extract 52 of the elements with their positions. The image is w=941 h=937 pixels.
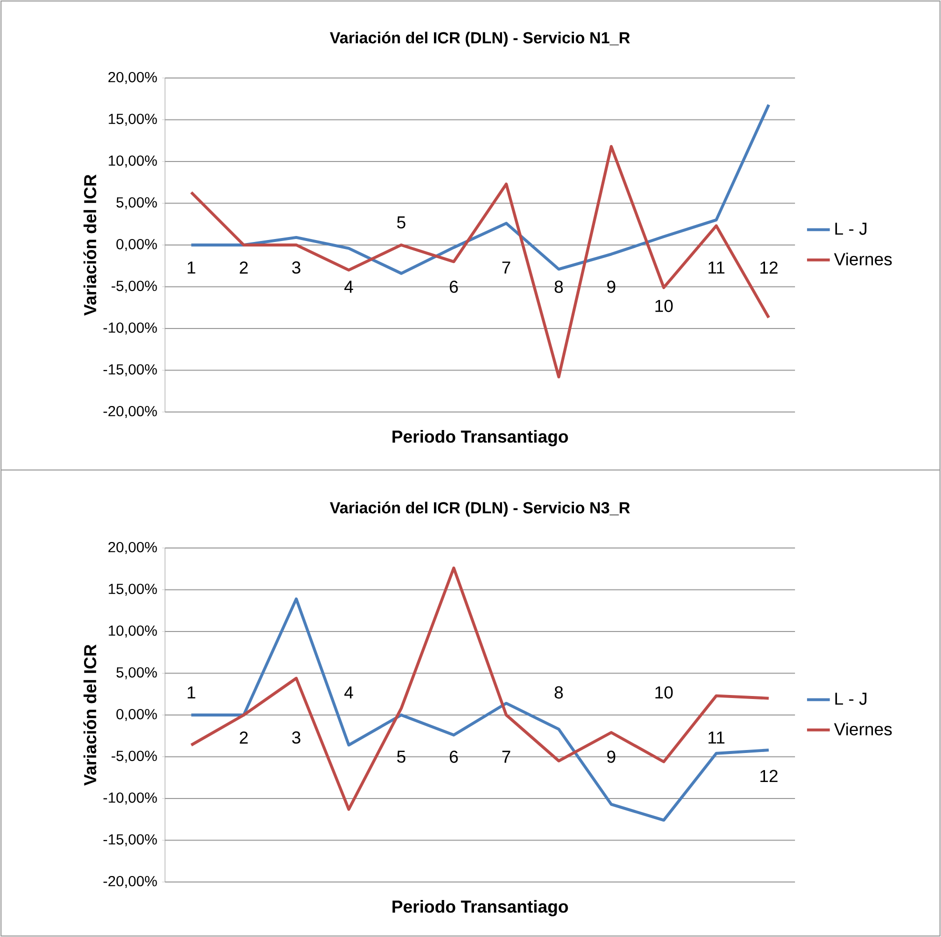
y-tick-label: -10,00% xyxy=(103,322,157,335)
x-tick-label: 12 xyxy=(760,770,778,782)
x-tick-label: 7 xyxy=(502,262,510,274)
y-tick-label: 20,00% xyxy=(108,542,157,554)
x-tick-label: 4 xyxy=(344,280,354,293)
x-tick-label: 7 xyxy=(502,750,510,763)
y-tick-label: 0,00% xyxy=(116,708,157,722)
y-tick-label: 15,00% xyxy=(108,584,157,596)
x-tick-label: 6 xyxy=(450,280,458,293)
x-tick-label: 5 xyxy=(397,216,406,228)
x-tick-label: 11 xyxy=(708,262,724,274)
y-tick-label: 10,00% xyxy=(108,155,157,168)
x-tick-label: 8 xyxy=(554,686,563,699)
chart-title: Variación del ICR (DLN) - Servicio N1_R xyxy=(330,32,630,47)
chart-title: Variación del ICR (DLN) - Servicio N3_R xyxy=(330,502,630,517)
y-tick-label: -5,00% xyxy=(112,280,157,293)
x-tick-label: 1 xyxy=(188,262,196,274)
legend-label: Viernes xyxy=(834,252,892,266)
y-tick-label: -5,00% xyxy=(112,750,157,763)
x-tick-label: 9 xyxy=(607,280,616,293)
x-axis-title: Periodo Transantiago xyxy=(392,900,568,916)
x-tick-label: 3 xyxy=(292,261,300,274)
x-tick-label: 12 xyxy=(760,261,778,274)
y-tick-label: 5,00% xyxy=(116,197,157,210)
y-tick-label: -20,00% xyxy=(103,406,157,418)
y-tick-label: 10,00% xyxy=(108,625,157,638)
y-tick-label: -15,00% xyxy=(103,364,157,376)
y-tick-label: -10,00% xyxy=(103,792,157,805)
y-tick-label: 20,00% xyxy=(108,72,157,84)
legend-label: L - J xyxy=(835,692,866,705)
y-tick-label: -15,00% xyxy=(103,834,157,846)
x-tick-label: 8 xyxy=(554,280,563,293)
x-tick-label: 9 xyxy=(607,750,616,763)
legend-label: L - J xyxy=(835,222,866,235)
x-tick-label: 3 xyxy=(292,731,300,744)
x-tick-label: 11 xyxy=(708,732,724,744)
x-tick-label: 6 xyxy=(450,750,458,763)
x-tick-label: 5 xyxy=(397,750,406,763)
y-tick-label: -20,00% xyxy=(103,876,157,888)
y-tick-label: 15,00% xyxy=(108,114,157,126)
x-tick-label: 10 xyxy=(655,300,673,312)
y-axis-title: Variación del ICR xyxy=(83,644,96,786)
legend-label: Viernes xyxy=(834,722,892,736)
x-tick-label: 10 xyxy=(655,686,673,699)
y-axis-title: Variación del ICR xyxy=(83,174,96,316)
x-tick-label: 4 xyxy=(344,686,354,698)
y-tick-label: 5,00% xyxy=(116,667,157,680)
x-tick-label: 2 xyxy=(240,261,248,274)
x-axis-title: Periodo Transantiago xyxy=(392,430,568,446)
y-tick-label: 0,00% xyxy=(116,238,157,252)
x-tick-label: 2 xyxy=(240,731,248,744)
x-tick-label: 1 xyxy=(188,686,196,698)
